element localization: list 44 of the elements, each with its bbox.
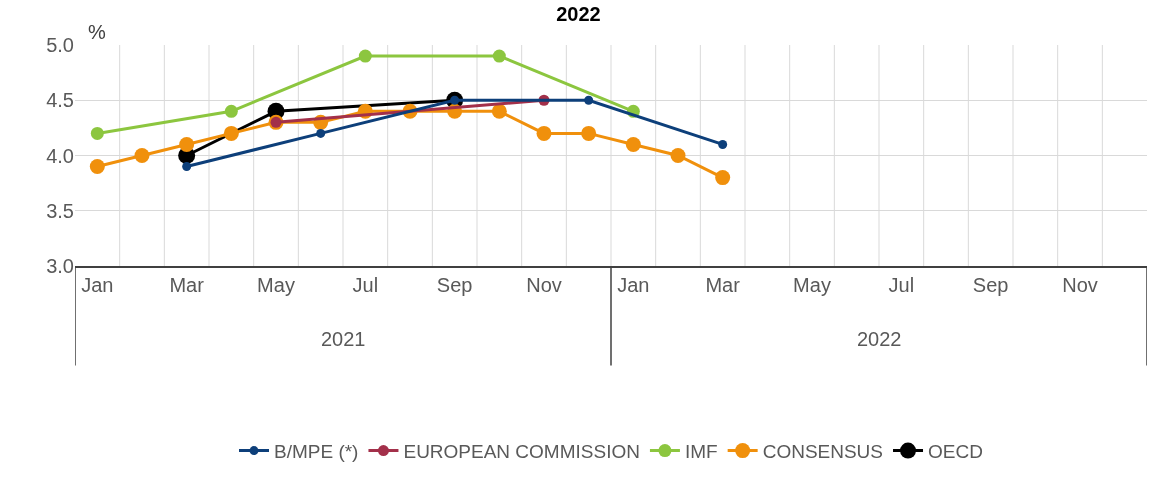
point [625, 136, 641, 152]
chart-title: 2022 [556, 3, 601, 26]
x-tick-label: Mar [169, 273, 205, 296]
legend-label: EUROPEAN COMMISSION [403, 441, 640, 463]
y-tick-label: 3.0 [46, 255, 74, 277]
point [90, 126, 104, 140]
point [224, 104, 238, 118]
x-tick-label: Sep [972, 273, 1009, 296]
y-tick-label: 4.0 [46, 144, 74, 167]
x-tick-label: Nov [1062, 273, 1098, 296]
point [584, 95, 594, 105]
legend-label: OECD [928, 441, 983, 463]
point [89, 159, 105, 175]
legend-label: IMF [684, 441, 718, 463]
point [223, 125, 239, 141]
point [718, 139, 728, 149]
x-tick-label: Jul [352, 273, 379, 296]
legend-label: B/MPE (*) [274, 441, 359, 463]
x-tick-label: May [257, 273, 295, 296]
y-axis-title: % [88, 21, 106, 43]
y-tick-label: 3.5 [46, 199, 74, 222]
point [134, 148, 150, 163]
x-tick-label: Jan [81, 273, 114, 296]
text: 2022 [857, 328, 902, 350]
text: 2021 [321, 328, 366, 350]
y-tick-label: 5.0 [46, 34, 74, 56]
x-tick-label: Jan [617, 273, 650, 296]
point [670, 148, 686, 163]
point [715, 170, 731, 186]
x-tick-label: Mar [705, 273, 741, 296]
point [491, 103, 507, 119]
x-tick-label: Sep [436, 273, 473, 296]
point [179, 136, 195, 152]
point [182, 162, 192, 172]
point [581, 125, 597, 141]
legend-label: CONSENSUS [762, 441, 884, 463]
point [358, 49, 372, 63]
point [316, 128, 326, 138]
point [536, 125, 552, 141]
x-tick-label: Jul [888, 273, 915, 296]
y-tick-label: 4.5 [46, 89, 74, 112]
x-tick-label: Nov [526, 273, 562, 296]
point [492, 49, 506, 63]
x-tick-label: May [793, 273, 831, 296]
